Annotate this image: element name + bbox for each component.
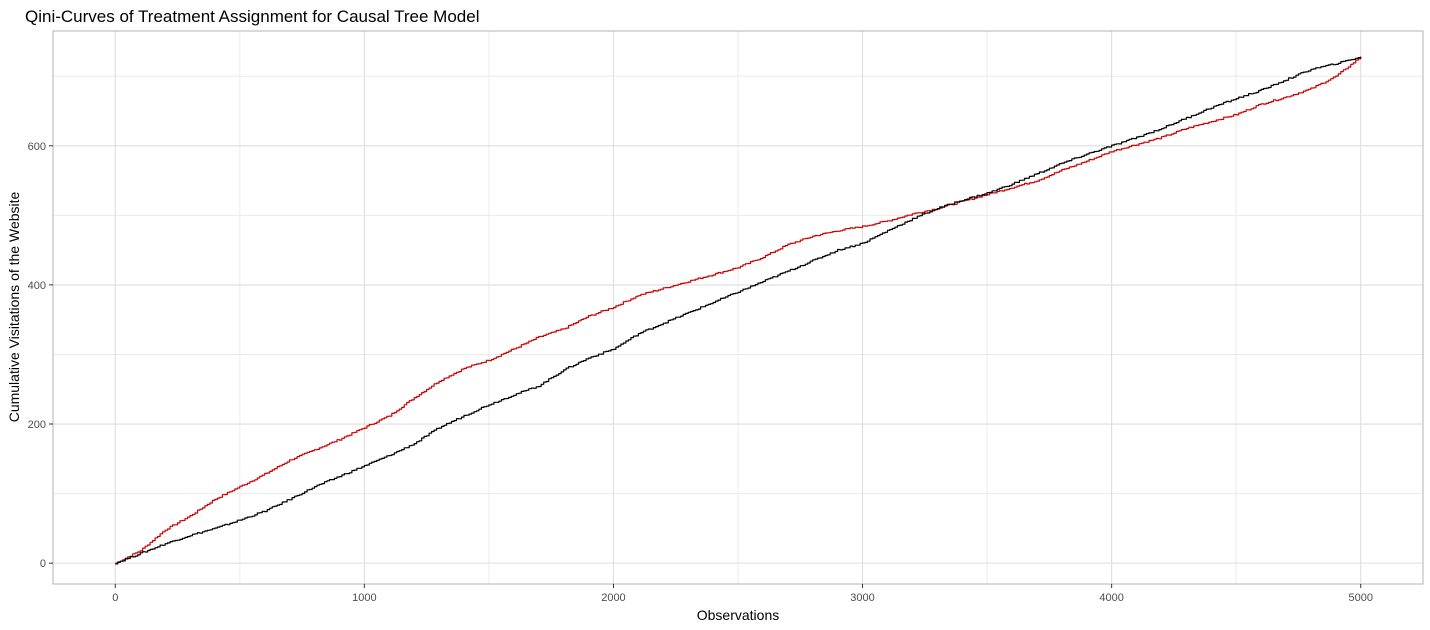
x-tick-label: 3000 <box>850 592 874 604</box>
y-tick-label: 0 <box>40 558 46 570</box>
x-tick-label: 4000 <box>1099 592 1123 604</box>
y-axis-label: Cumulative Visitations of the Website <box>6 191 22 422</box>
x-tick-label: 1000 <box>352 592 376 604</box>
x-axis: 0 1000 2000 3000 4000 5000 <box>112 584 1373 604</box>
y-tick-label: 600 <box>28 141 46 153</box>
series-red-curve <box>115 56 1362 564</box>
x-axis-label: Observations <box>697 607 779 623</box>
panel-border <box>52 30 1424 585</box>
grid-minor <box>53 31 1423 584</box>
series-black-curve <box>115 56 1362 565</box>
x-tick-label: 2000 <box>601 592 625 604</box>
series-layer <box>115 56 1362 565</box>
y-tick-label: 400 <box>28 280 46 292</box>
chart-title: Qini-Curves of Treatment Assignment for … <box>25 7 479 26</box>
x-tick-label: 5000 <box>1348 592 1372 604</box>
y-tick-label: 200 <box>28 419 46 431</box>
x-tick-label: 0 <box>112 592 118 604</box>
grid-major <box>53 31 1423 584</box>
y-axis: 0 200 400 600 <box>28 141 53 570</box>
